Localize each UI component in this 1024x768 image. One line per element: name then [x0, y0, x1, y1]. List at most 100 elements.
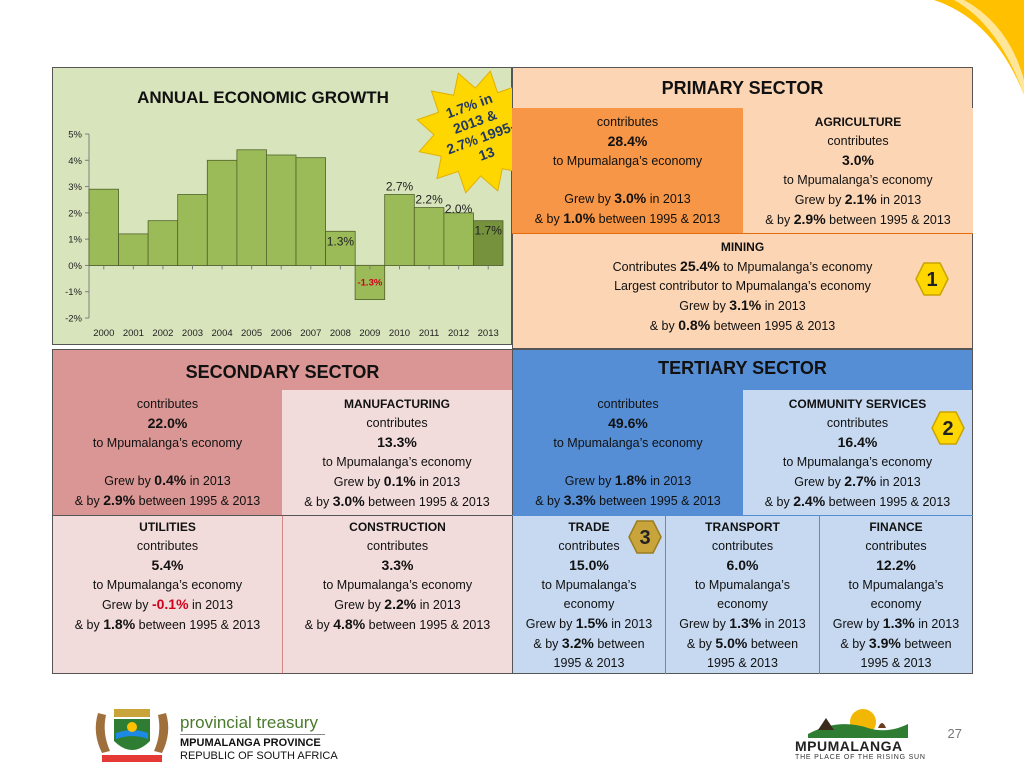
finance-to-economy: to Mpumalanga’s [848, 578, 944, 592]
transport-contributes: contributes [711, 539, 774, 553]
y-tick-label: 0% [68, 261, 82, 272]
manufacturing-heading: MANUFACTURING [344, 397, 450, 411]
transport-period-years: 1995 & 2013 [707, 656, 778, 670]
tertiary-title-bar [513, 350, 972, 390]
tertiary-contributes: contributes [597, 397, 659, 411]
construction-heading: CONSTRUCTION [349, 520, 446, 534]
primary-growth-period: & by 1.0% between 1995 & 2013 [534, 210, 721, 226]
x-tick-label: 2005 [241, 328, 262, 339]
y-tick-label: 1% [68, 235, 82, 246]
mpumalanga-tagline: THE PLACE OF THE RISING SUN [795, 754, 926, 761]
primary-divider [512, 233, 973, 234]
provincial-treasury-name: provincial treasury [180, 713, 318, 732]
utilities-growth-2013: Grew by -0.1% in 2013 [101, 596, 234, 612]
bar-2005 [236, 149, 267, 266]
bar-2012 [443, 212, 474, 266]
primary-sector-title: PRIMARY SECTOR [661, 78, 824, 98]
secondary-main-cell: contributes 22.0% to Mpumalanga’s econom… [53, 390, 282, 515]
mpumalanga-logo-emblem [808, 709, 908, 738]
construction-cell: CONSTRUCTION contributes 3.3% to Mpumala… [283, 518, 512, 668]
bar-2011 [413, 207, 445, 266]
corner-swoosh-decoration [934, 0, 1024, 95]
coat-of-arms-logo [95, 709, 169, 762]
agriculture-growth-period: & by 2.9% between 1995 & 2013 [765, 211, 951, 227]
trade-to-economy: to Mpumalanga’s [541, 578, 637, 592]
tertiary-divider-h [512, 515, 973, 516]
agriculture-cell: AGRICULTURE contributes 3.0% to Mpumalan… [743, 108, 973, 233]
agriculture-growth-2013: Grew by 2.1% in 2013 [794, 191, 922, 207]
bar-2003 [177, 194, 208, 266]
community-services-cell: COMMUNITY SERVICES contributes 16.4% to … [743, 390, 972, 515]
x-tick-label: 2012 [448, 328, 469, 339]
finance-growth-2013: Grew by 1.3% in 2013 [832, 615, 960, 631]
tertiary-to-economy: to Mpumalanga’s economy [553, 436, 703, 450]
province-name: MPUMALANGA PROVINCE [180, 737, 321, 749]
construction-growth-2013: Grew by 2.2% in 2013 [334, 596, 461, 612]
bar-2002 [147, 220, 179, 266]
mining-heading: MINING [720, 240, 765, 254]
primary-growth-2013: Grew by 3.0% in 2013 [564, 190, 691, 206]
community-services-share: 16.4% [837, 434, 878, 450]
tertiary-divider-v2 [819, 515, 820, 674]
trade-share: 15.0% [569, 557, 609, 573]
finance-period-years: 1995 & 2013 [860, 656, 932, 670]
mpumalanga-wordmark: MPUMALANGA [795, 738, 903, 754]
community-services-contributes: contributes [826, 416, 889, 430]
data-label-2011: 2.2% [415, 193, 443, 207]
trade-cell: TRADE contributes 15.0% to Mpumalanga’s … [513, 518, 665, 670]
bar-2006 [265, 154, 297, 266]
badge-3: 3 [627, 519, 663, 555]
page-number: 27 [947, 726, 962, 741]
y-tick-label: -1% [65, 287, 82, 298]
utilities-share: 5.4% [151, 557, 184, 573]
tertiary-growth-period: & by 3.3% between 1995 & 2013 [535, 492, 721, 508]
community-services-heading: COMMUNITY SERVICES [788, 397, 927, 411]
utilities-growth-period: & by 1.8% between 1995 & 2013 [74, 616, 261, 632]
badge-1-label: 1 [926, 269, 937, 291]
tertiary-growth-2013: Grew by 1.8% in 2013 [564, 472, 692, 488]
bar-2001 [118, 233, 149, 266]
transport-economy: economy [717, 597, 768, 611]
secondary-divider-v [282, 515, 283, 674]
transport-growth-2013: Grew by 1.3% in 2013 [679, 615, 806, 631]
utilities-cell: UTILITIES contributes 5.4% to Mpumalanga… [53, 518, 282, 668]
primary-to-economy: to Mpumalanga’s economy [552, 154, 703, 168]
x-tick-label: 2008 [330, 328, 351, 339]
data-label-2009: -1.3% [357, 277, 382, 288]
x-tick-label: 2006 [271, 328, 292, 339]
x-tick-label: 2007 [300, 328, 321, 339]
footer-name-rule [180, 734, 325, 735]
data-label-2012: 2.0% [445, 202, 473, 216]
transport-cell: TRANSPORT contributes 6.0% to Mpumalanga… [666, 518, 819, 670]
community-services-growth-2013: Grew by 2.7% in 2013 [794, 473, 921, 489]
y-tick-label: -2% [65, 314, 82, 325]
x-tick-label: 2009 [359, 328, 380, 339]
badge-3-label: 3 [639, 527, 650, 549]
republic-name: REPUBLIC OF SOUTH AFRICA [180, 750, 338, 762]
x-tick-label: 2011 [419, 328, 439, 339]
finance-cell: FINANCE contributes 12.2% to Mpumalanga’… [820, 518, 972, 670]
x-tick-label: 2004 [212, 328, 233, 339]
trade-growth-period: & by 3.2% between [533, 635, 645, 651]
bar-2010 [384, 194, 415, 266]
manufacturing-share: 13.3% [377, 434, 417, 450]
finance-growth-period: & by 3.9% between [840, 635, 952, 651]
bar-2000 [88, 188, 120, 266]
construction-contributes: contributes [366, 539, 429, 553]
primary-contributes: contributes [596, 115, 659, 129]
transport-growth-period: & by 5.0% between [686, 635, 799, 651]
bar-2008 [325, 230, 356, 266]
trade-heading: TRADE [568, 520, 610, 534]
data-label-2010: 2.7% [386, 180, 414, 194]
manufacturing-growth-period: & by 3.0% between 1995 & 2013 [304, 493, 490, 509]
growth-bar-chart: 5% 4% 3% 2% 1% 0% -1% -2% 2000 2001 2002 2003 2004 20… [65, 130, 504, 339]
construction-growth-period: & by 4.8% between 1995 & 2013 [304, 616, 491, 632]
mining-growth-period: & by 0.8% between 1995 & 2013 [649, 317, 836, 333]
agriculture-to-economy: to Mpumalanga’s economy [783, 173, 933, 187]
badge-2-label: 2 [942, 418, 953, 440]
finance-economy: economy [870, 597, 922, 611]
secondary-share: 22.0% [147, 415, 188, 431]
utilities-heading: UTILITIES [139, 520, 196, 534]
bar-2004 [206, 159, 238, 266]
construction-share: 3.3% [381, 557, 414, 573]
